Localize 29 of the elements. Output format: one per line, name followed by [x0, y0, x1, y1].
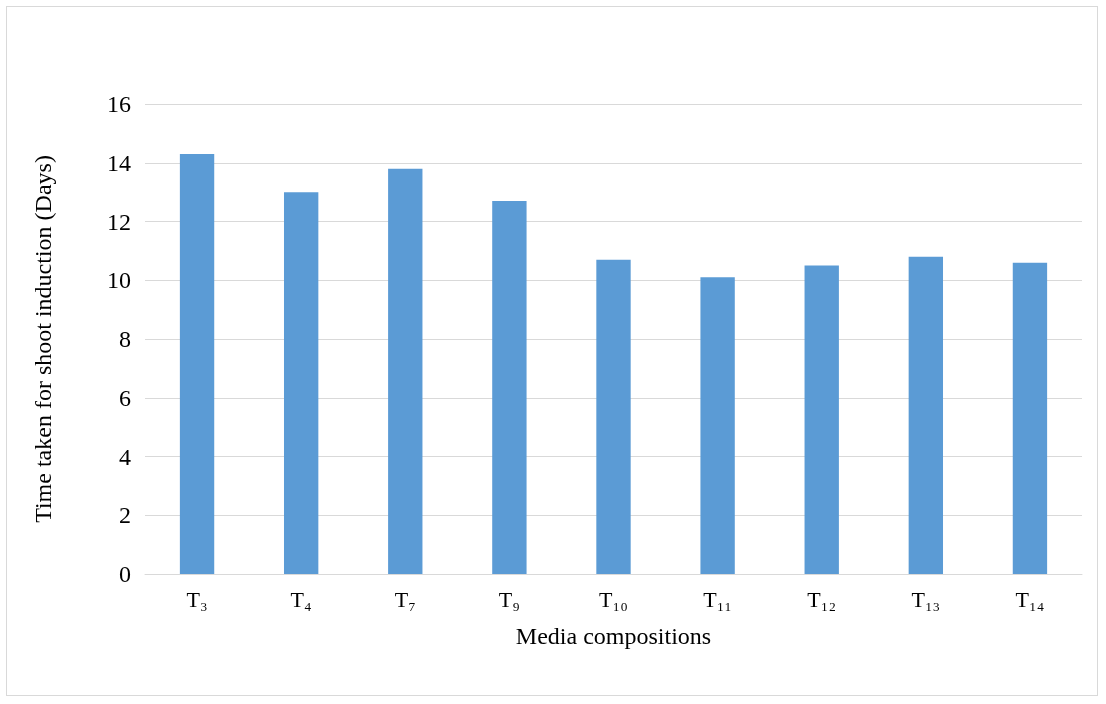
y-tick-label: 0	[119, 561, 131, 587]
x-tick-label: T₁₀	[599, 586, 628, 612]
y-tick-label: 12	[107, 208, 131, 235]
x-tick-label: T₃	[186, 586, 208, 612]
y-tick-label: 2	[119, 502, 131, 529]
y-tick-label: 8	[119, 326, 131, 352]
x-tick-label: T₇	[394, 586, 416, 612]
bar	[596, 259, 631, 574]
bar	[179, 153, 215, 574]
y-tick-label: 10	[107, 267, 131, 294]
bar	[283, 192, 319, 574]
x-tick-label: T₉	[498, 586, 520, 612]
bar	[908, 256, 944, 574]
bar	[388, 168, 423, 574]
bar	[492, 200, 527, 574]
bar	[804, 265, 839, 574]
x-tick-label: T₄	[290, 586, 312, 612]
bar	[700, 277, 735, 574]
x-tick-label: T₁₄	[1015, 586, 1045, 612]
x-tick-label: T₁₃	[911, 586, 941, 612]
y-tick-label: 16	[107, 91, 131, 117]
y-axis-title: Time taken for shoot induction (Days)	[30, 155, 56, 523]
x-axis-title: Media compositions	[515, 623, 712, 649]
y-tick-label: 4	[119, 443, 131, 470]
y-tick-label: 14	[107, 149, 131, 176]
bar	[1012, 262, 1048, 574]
x-tick-label: T₁₁	[703, 586, 732, 612]
y-tick-label: 6	[119, 384, 131, 411]
x-tick-label: T₁₂	[807, 586, 837, 612]
